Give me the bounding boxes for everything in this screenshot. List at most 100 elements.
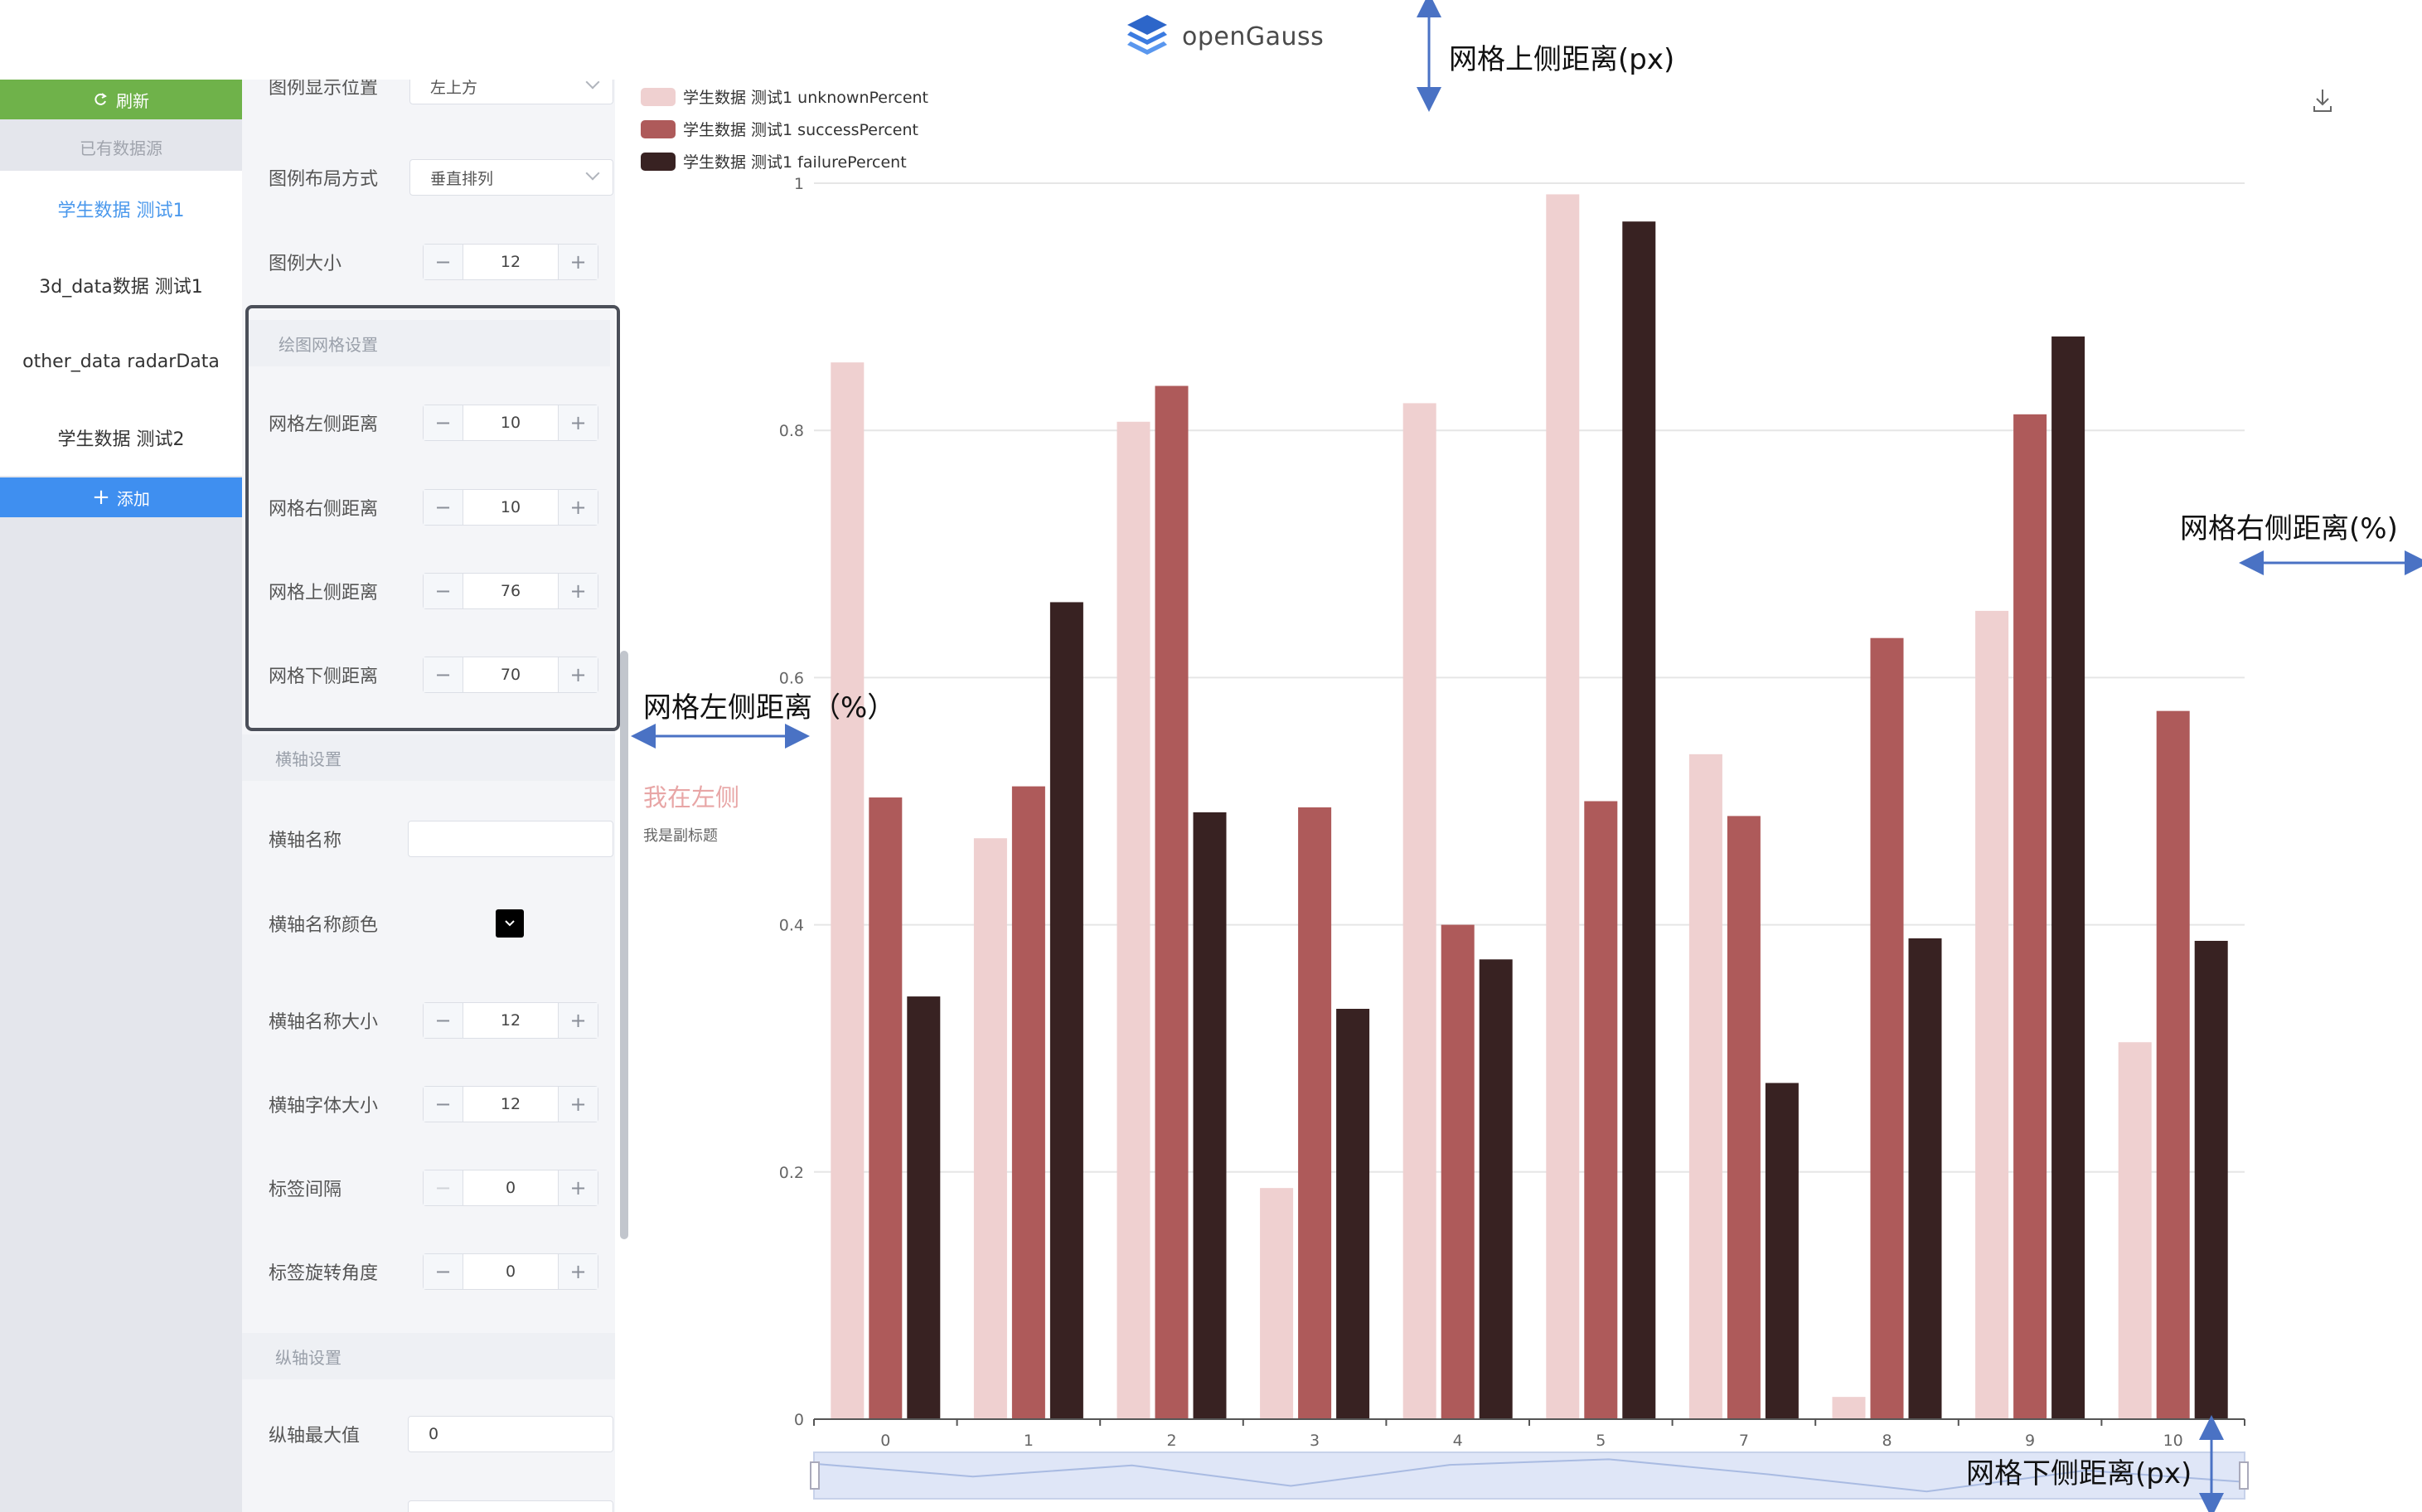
bar[interactable] (1727, 816, 1761, 1419)
bar[interactable] (869, 797, 903, 1419)
label-interval-stepper[interactable]: − 0 + (423, 1170, 598, 1206)
label-interval-value[interactable]: 0 (505, 1179, 516, 1197)
grid-top-stepper[interactable]: − 76 + (423, 573, 598, 609)
refresh-button[interactable]: 刷新 (0, 80, 242, 119)
bar[interactable] (973, 838, 1007, 1419)
bar[interactable] (2118, 1042, 2152, 1419)
zoom-handle-right[interactable] (2239, 1461, 2249, 1490)
grid-left-value[interactable]: 10 (500, 414, 521, 432)
bar[interactable] (1908, 938, 1942, 1419)
bar[interactable] (1479, 959, 1513, 1419)
decrement-button[interactable]: − (424, 245, 463, 279)
legend-layout-select[interactable]: 垂直排列 (409, 159, 613, 196)
bar[interactable] (1336, 1008, 1370, 1419)
decrement-button[interactable]: − (424, 405, 463, 440)
next-setting-input[interactable] (408, 1500, 613, 1512)
increment-button[interactable]: + (558, 1087, 598, 1122)
yaxis-max-label: 纵轴最大值 (269, 1426, 361, 1447)
label-rotate-stepper[interactable]: − 0 + (423, 1253, 598, 1290)
add-datasource-button[interactable]: + 添加 (0, 477, 242, 517)
bar[interactable] (1765, 1083, 1799, 1419)
bar[interactable] (1402, 403, 1436, 1420)
bar[interactable] (1298, 807, 1332, 1419)
color-picker[interactable] (496, 909, 524, 938)
xaxis-name-size-value[interactable]: 12 (500, 1011, 521, 1030)
bar[interactable] (1688, 754, 1722, 1419)
grid-right-stepper[interactable]: − 10 + (423, 489, 598, 526)
increment-button[interactable]: + (558, 405, 598, 440)
bar[interactable] (1049, 602, 1083, 1419)
bar[interactable] (1011, 786, 1045, 1419)
next-setting-row (242, 1500, 615, 1512)
chevron-down-icon (505, 920, 515, 927)
decrement-button[interactable]: − (424, 1087, 463, 1122)
bar[interactable] (1832, 1397, 1866, 1419)
legend-label[interactable]: 学生数据 测试1 unknownPercent (683, 89, 928, 107)
xaxis-font-size-stepper[interactable]: − 12 + (423, 1086, 598, 1122)
xaxis-name-size-stepper[interactable]: − 12 + (423, 1002, 598, 1039)
bar[interactable] (1117, 421, 1150, 1420)
legend-swatch[interactable] (641, 88, 676, 106)
decrement-button[interactable]: − (424, 490, 463, 525)
bar[interactable] (1155, 385, 1189, 1420)
grid-top-value[interactable]: 76 (500, 582, 521, 600)
decrement-button[interactable]: − (424, 574, 463, 608)
bar[interactable] (1622, 221, 1656, 1420)
bar[interactable] (2051, 336, 2085, 1419)
legend-swatch[interactable] (641, 120, 676, 138)
increment-button[interactable]: + (558, 1170, 598, 1205)
grid-left-stepper[interactable]: − 10 + (423, 405, 598, 441)
download-icon[interactable] (2313, 90, 2332, 112)
datasource-item[interactable]: 学生数据 测试1 (0, 171, 242, 247)
bar[interactable] (1870, 637, 1904, 1419)
bar[interactable] (2156, 710, 2190, 1419)
datasource-item[interactable]: 学生数据 测试2 (0, 400, 242, 476)
legend-position-row: 图例显示位置 左上方 (242, 80, 615, 104)
bar[interactable] (2013, 414, 2047, 1419)
x-tick-label: 10 (2163, 1432, 2183, 1450)
refresh-label: 刷新 (116, 90, 149, 111)
bar[interactable] (1546, 194, 1580, 1420)
legend-position-select[interactable]: 左上方 (409, 80, 613, 104)
increment-button[interactable]: + (558, 657, 598, 692)
increment-button[interactable]: + (558, 245, 598, 279)
y-tick-label: 0 (794, 1411, 804, 1429)
grid-bottom-value[interactable]: 70 (500, 666, 521, 684)
bar[interactable] (1441, 924, 1475, 1419)
bar[interactable] (1584, 801, 1618, 1420)
grid-bottom-stepper[interactable]: − 70 + (423, 657, 598, 693)
bar[interactable] (2194, 940, 2228, 1419)
legend-swatch[interactable] (641, 153, 676, 171)
x-tick-label: 5 (1596, 1432, 1606, 1450)
panel-scrollbar[interactable] (620, 651, 628, 1239)
bar[interactable] (831, 362, 865, 1419)
datasource-item[interactable]: 3d_data数据 测试1 (0, 247, 242, 323)
increment-button[interactable]: + (558, 1254, 598, 1289)
datasource-item-label: 学生数据 测试2 (57, 429, 185, 450)
legend-size-stepper[interactable]: − 12 + (423, 244, 598, 280)
grid-right-value[interactable]: 10 (500, 498, 521, 516)
decrement-button[interactable]: − (424, 657, 463, 692)
legend-label[interactable]: 学生数据 测试1 successPercent (683, 121, 918, 139)
xaxis-font-size-value[interactable]: 12 (500, 1095, 521, 1113)
zoom-handle-left[interactable] (810, 1461, 820, 1490)
bar[interactable] (907, 996, 941, 1419)
increment-button[interactable]: + (558, 1003, 598, 1038)
legend-label[interactable]: 学生数据 测试1 failurePercent (683, 153, 907, 172)
yaxis-max-input[interactable]: 0 (408, 1416, 613, 1452)
refresh-icon (94, 93, 107, 105)
decrement-button[interactable]: − (424, 1254, 463, 1289)
zoom-track[interactable] (813, 1451, 2245, 1500)
legend-layout-label: 图例布局方式 (269, 169, 379, 190)
legend-size-value[interactable]: 12 (500, 253, 521, 271)
bar[interactable] (1193, 812, 1227, 1419)
decrement-button[interactable]: − (424, 1003, 463, 1038)
label-rotate-value[interactable]: 0 (505, 1262, 516, 1281)
bar[interactable] (1975, 610, 2009, 1419)
bar[interactable] (1260, 1188, 1294, 1419)
increment-button[interactable]: + (558, 574, 598, 608)
increment-button[interactable]: + (558, 490, 598, 525)
datasource-item[interactable]: other_data radarData (0, 323, 242, 400)
decrement-button[interactable]: − (424, 1170, 463, 1205)
xaxis-name-input[interactable] (408, 821, 613, 857)
